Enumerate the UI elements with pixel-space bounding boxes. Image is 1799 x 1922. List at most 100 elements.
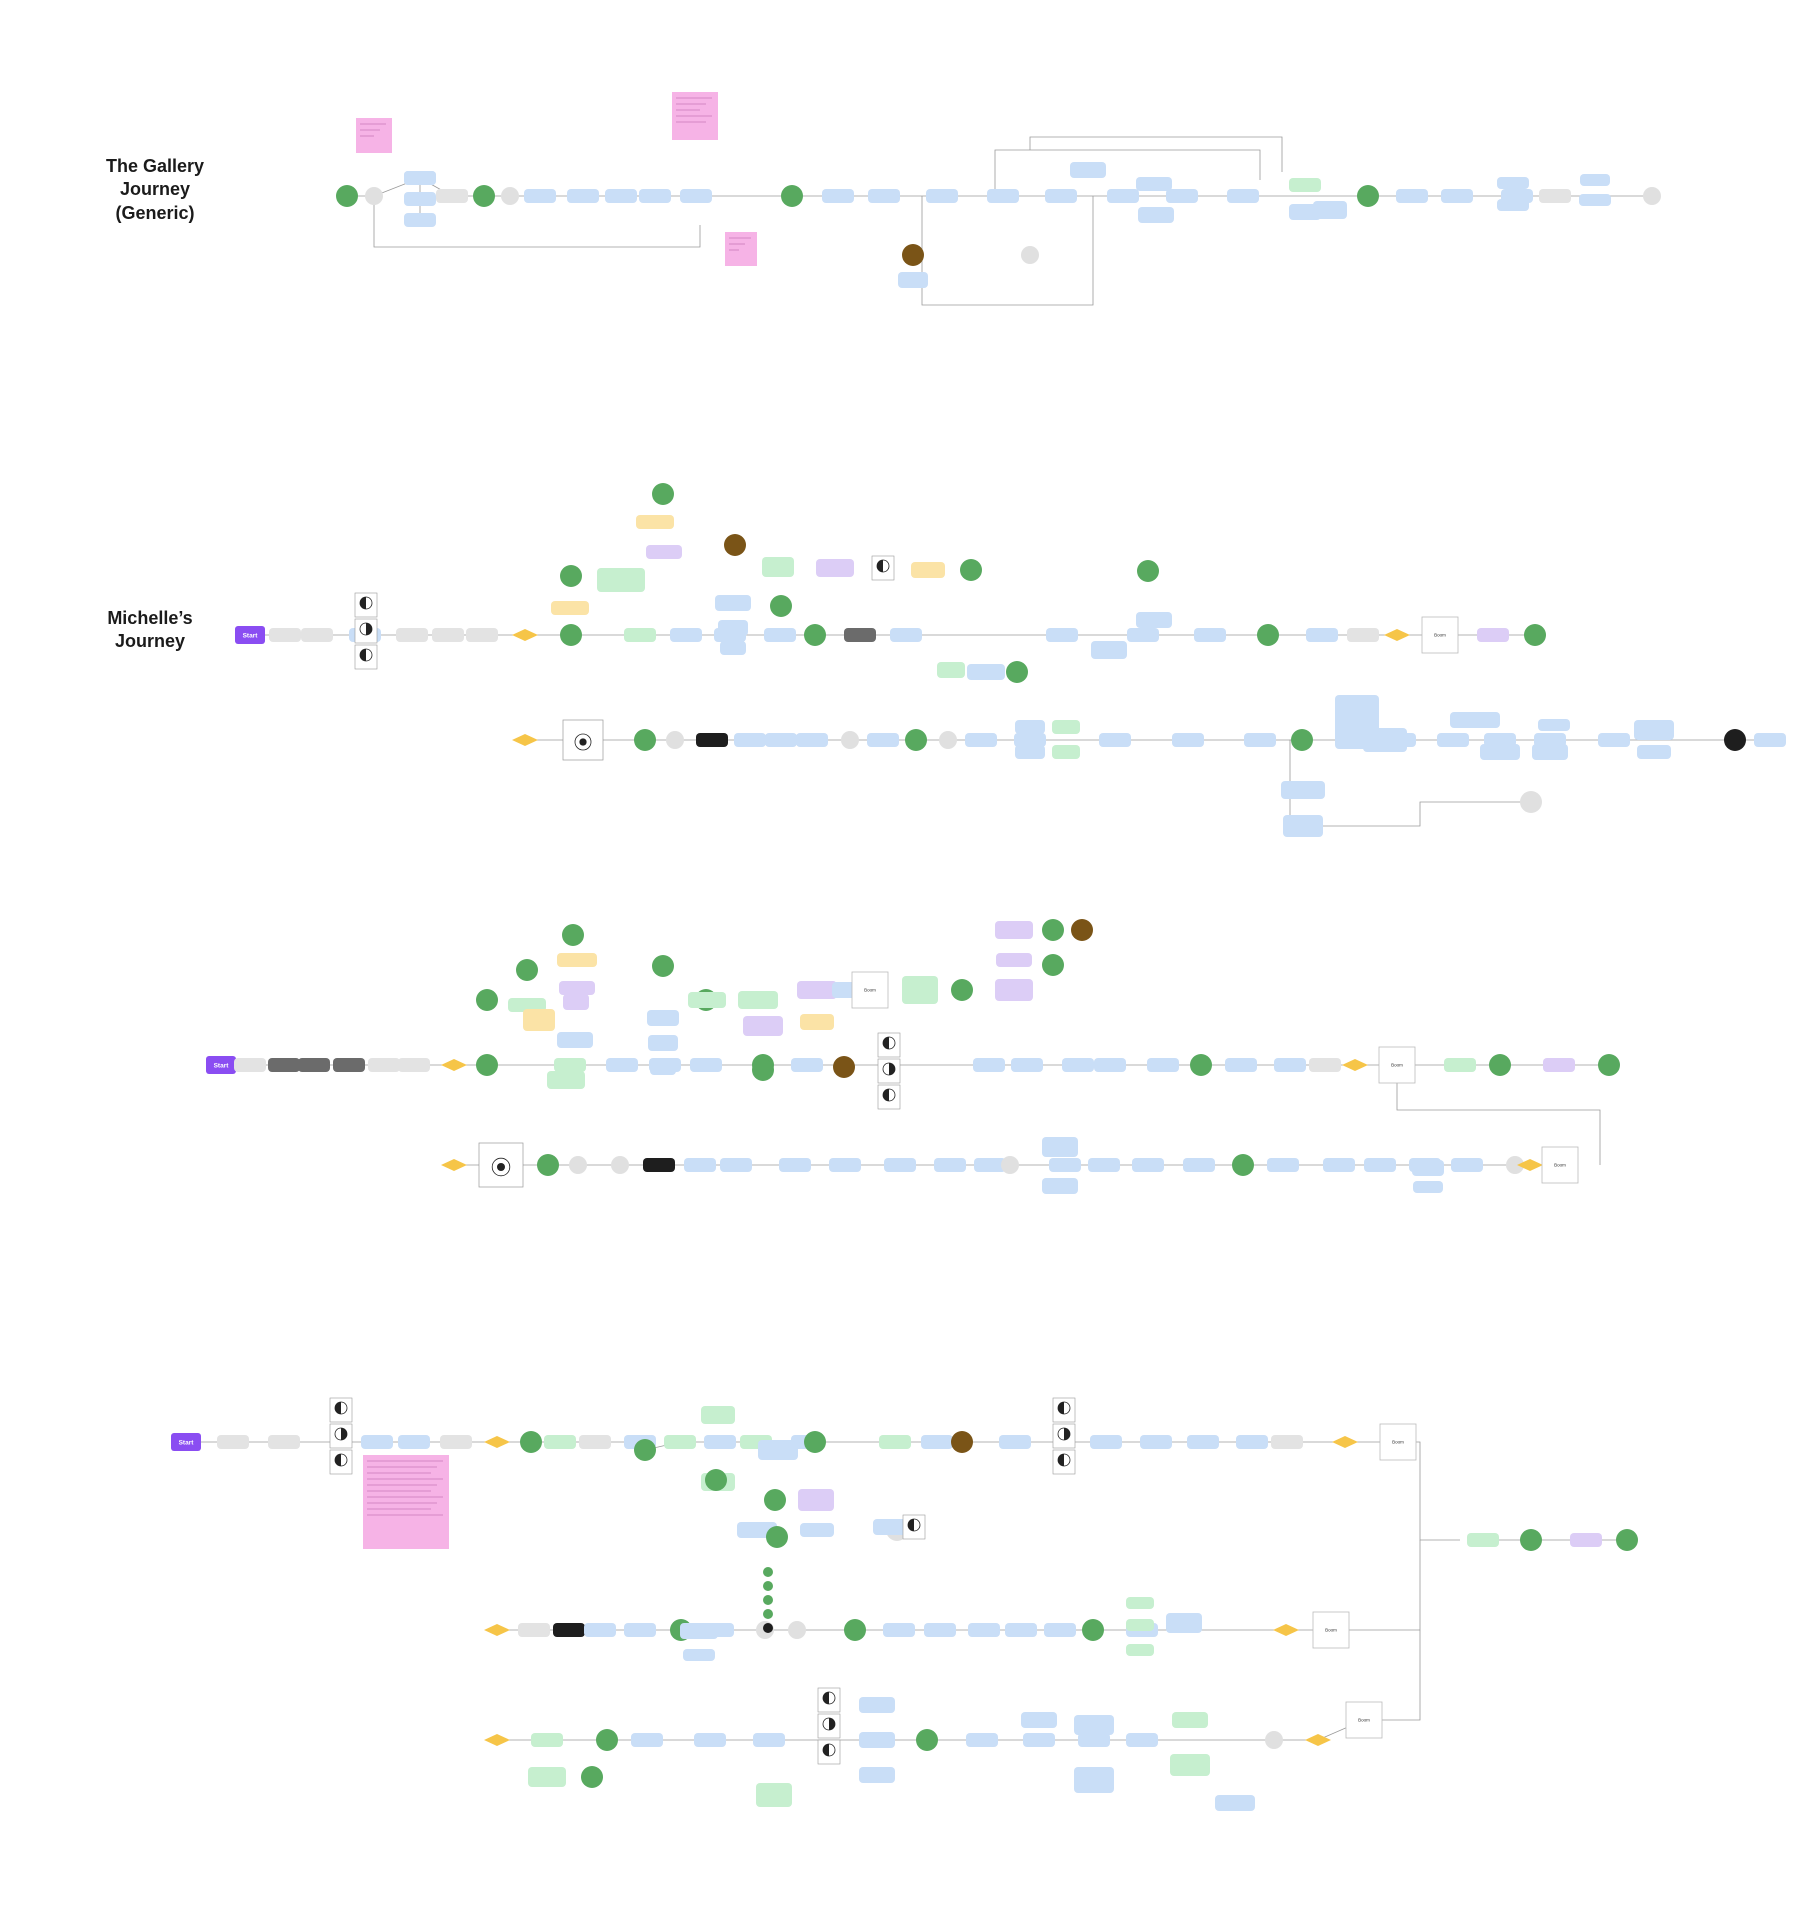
state-circle — [764, 1489, 786, 1511]
process-node — [859, 1767, 895, 1783]
process-node — [554, 1058, 586, 1072]
process-node — [968, 1623, 1000, 1637]
connector — [1364, 1630, 1421, 1721]
process-node — [1147, 1058, 1179, 1072]
decision-diamond — [1273, 1624, 1299, 1636]
process-node — [1236, 1435, 1268, 1449]
boom-label: Boom — [864, 988, 876, 993]
process-node — [996, 953, 1032, 967]
process-node — [1467, 1533, 1499, 1547]
process-node — [1172, 1712, 1208, 1728]
process-node — [650, 1061, 676, 1075]
process-node — [1579, 194, 1611, 206]
process-node — [361, 1435, 393, 1449]
process-node — [1126, 1733, 1158, 1747]
process-node — [1477, 628, 1509, 642]
process-node — [1136, 177, 1172, 191]
process-node — [557, 953, 597, 967]
moon-phase-icon — [871, 555, 895, 581]
state-circle — [1190, 1054, 1212, 1076]
process-node — [557, 1032, 593, 1048]
process-node — [234, 1058, 266, 1072]
process-node — [974, 1158, 1006, 1172]
process-node — [720, 1158, 752, 1172]
process-node — [547, 1071, 585, 1089]
node-layer: Start Boom Start Boom Boom Boom Start Boom Boom B… — [171, 92, 1786, 1811]
process-node — [1539, 189, 1571, 203]
process-node — [404, 171, 436, 185]
start-node — [171, 1433, 201, 1451]
process-node — [1183, 1158, 1215, 1172]
brown-circle — [833, 1056, 855, 1078]
process-node — [937, 662, 965, 678]
process-node — [800, 1523, 834, 1537]
decision-diamond — [484, 1436, 510, 1448]
process-node — [965, 733, 997, 747]
process-node — [1044, 1623, 1076, 1637]
process-node — [758, 1440, 798, 1460]
state-circle — [1524, 624, 1546, 646]
moon-phase-icon — [877, 1032, 901, 1110]
process-node — [1062, 1058, 1094, 1072]
process-node — [1099, 733, 1131, 747]
gray-circle — [569, 1156, 587, 1174]
process-node — [743, 1016, 783, 1036]
process-node — [639, 189, 671, 203]
gray-circle — [788, 1621, 806, 1639]
process-node — [1451, 1158, 1483, 1172]
process-node — [995, 979, 1033, 1001]
gray-circle — [1506, 1156, 1524, 1174]
state-circle — [516, 959, 538, 981]
process-node — [1437, 733, 1469, 747]
process-node — [844, 628, 876, 642]
state-circle — [596, 1729, 618, 1751]
process-node — [1014, 733, 1046, 747]
process-node — [436, 189, 468, 203]
state-circle — [951, 979, 973, 1001]
process-node — [1166, 1613, 1202, 1633]
process-node — [1227, 189, 1259, 203]
process-node — [1480, 744, 1520, 760]
process-node — [738, 991, 778, 1009]
state-circle — [473, 185, 495, 207]
process-node — [1412, 1160, 1444, 1176]
process-node — [829, 1158, 861, 1172]
process-node — [1754, 733, 1786, 747]
process-node — [924, 1623, 956, 1637]
state-circle — [1137, 560, 1159, 582]
state-circle — [960, 559, 982, 581]
process-node — [995, 921, 1033, 939]
brown-circle — [902, 244, 924, 266]
process-node — [1598, 733, 1630, 747]
state-circle — [804, 1431, 826, 1453]
decision-diamond — [512, 629, 538, 641]
process-node — [1441, 189, 1473, 203]
process-node — [1484, 733, 1516, 747]
process-node — [1215, 1795, 1255, 1811]
process-node — [868, 189, 900, 203]
process-node — [269, 628, 301, 642]
process-node — [1289, 178, 1321, 192]
connector — [373, 196, 701, 248]
process-node — [1078, 1733, 1110, 1747]
brown-circle — [724, 534, 746, 556]
process-node — [466, 628, 498, 642]
process-node — [1127, 628, 1159, 642]
gray-circle — [939, 731, 957, 749]
state-circle — [1232, 1154, 1254, 1176]
process-node — [734, 733, 766, 747]
process-node — [1497, 199, 1529, 211]
process-node — [791, 1058, 823, 1072]
process-node — [1074, 1715, 1114, 1735]
process-node — [926, 189, 958, 203]
start-label: Start — [243, 633, 259, 640]
process-node — [884, 1158, 916, 1172]
process-node — [1042, 1137, 1078, 1157]
process-node — [756, 1783, 792, 1807]
process-node — [1052, 745, 1080, 759]
state-circle — [537, 1154, 559, 1176]
process-node — [1046, 628, 1078, 642]
state-circle — [1616, 1529, 1638, 1551]
process-node — [1306, 628, 1338, 642]
start-node — [206, 1056, 236, 1074]
